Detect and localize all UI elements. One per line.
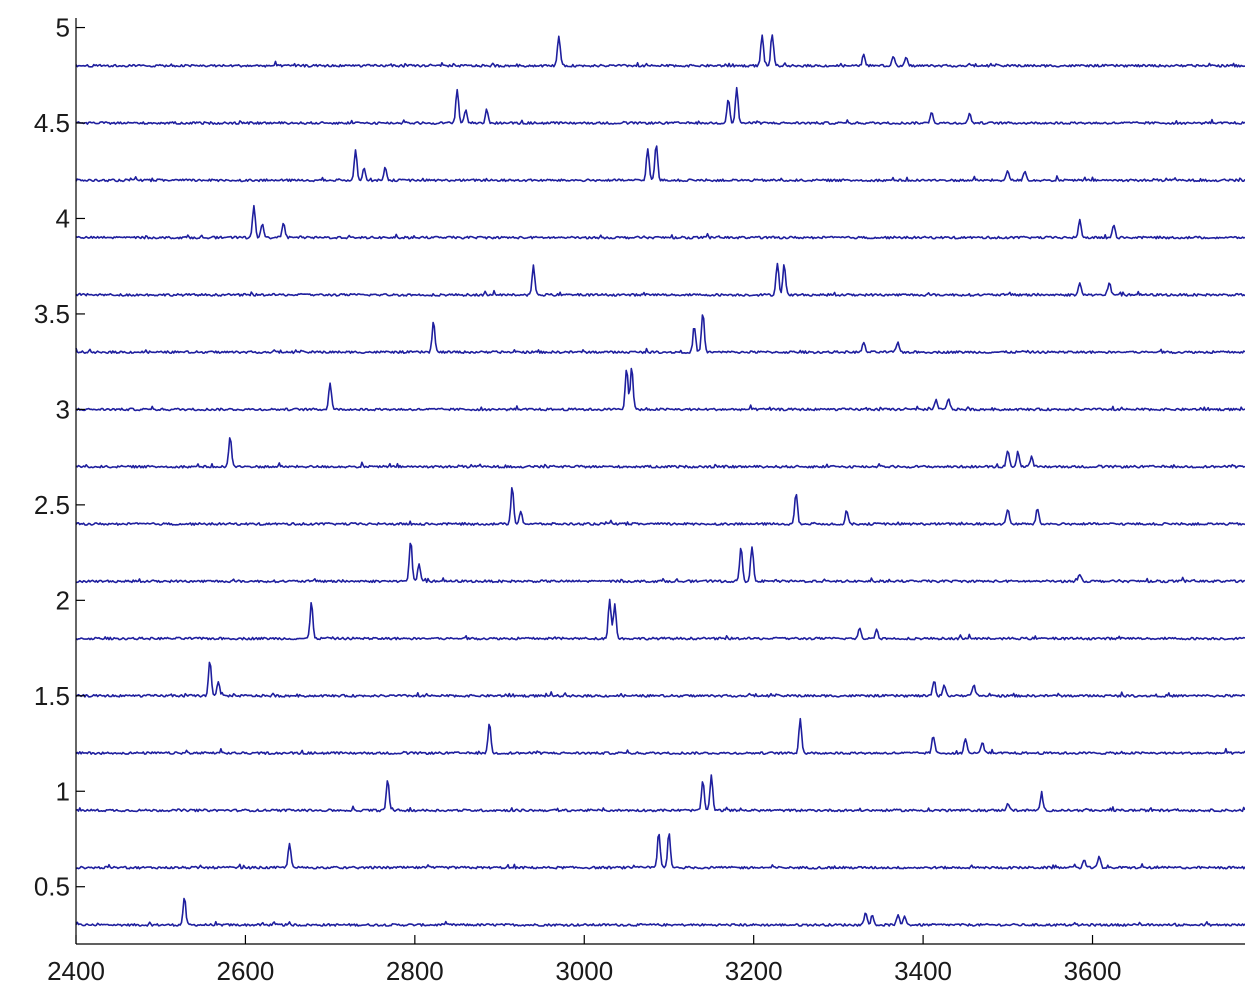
series-line-3	[75, 774, 1245, 813]
y-tick-label: 1	[56, 776, 70, 806]
y-tick-label: 2.5	[34, 490, 70, 520]
series-line-13	[75, 204, 1245, 240]
series-line-11	[75, 314, 1245, 355]
series-line-2	[75, 833, 1245, 870]
x-tick-label: 2600	[216, 956, 274, 986]
ticks-group: 0.5 1 1.5 2 2.5 3 3.5 4 4.5 5 2400 2600 2800 3000 3200…	[34, 13, 1122, 986]
y-tick-label: 3.5	[34, 299, 70, 329]
series-line-15	[76, 86, 1245, 125]
y-tick-label: 1.5	[34, 681, 70, 711]
x-tick-label: 3000	[555, 956, 613, 986]
x-tick-label: 2800	[386, 956, 444, 986]
series-line-6	[75, 598, 1245, 641]
series-line-1	[75, 897, 1245, 927]
y-tick-label: 4.5	[34, 108, 70, 138]
x-tick-label: 3200	[725, 956, 783, 986]
series-line-10	[75, 367, 1245, 412]
x-tick-label: 3400	[894, 956, 952, 986]
series-line-5	[75, 661, 1245, 698]
y-tick-label: 3	[56, 394, 70, 424]
y-tick-label: 0.5	[34, 872, 70, 902]
series-line-7	[76, 542, 1245, 584]
x-tick-label: 3600	[1064, 956, 1122, 986]
y-tick-label: 4	[56, 203, 70, 233]
axes-group	[75, 18, 1245, 945]
traces-group	[75, 34, 1245, 927]
series-line-9	[75, 437, 1245, 469]
series-line-8	[75, 487, 1245, 526]
series-line-4	[75, 717, 1245, 755]
x-tick-label: 2400	[47, 956, 105, 986]
y-tick-label: 2	[56, 585, 70, 615]
series-line-12	[75, 262, 1245, 297]
series-line-16	[75, 34, 1245, 68]
series-line-14	[75, 145, 1245, 183]
y-tick-label: 5	[56, 13, 70, 43]
